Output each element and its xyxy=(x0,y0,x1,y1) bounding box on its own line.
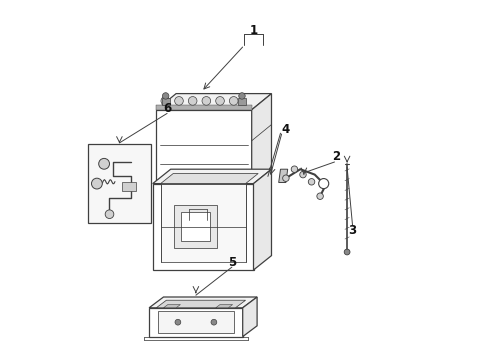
Polygon shape xyxy=(242,297,257,337)
Circle shape xyxy=(282,175,288,181)
Circle shape xyxy=(215,96,224,105)
Circle shape xyxy=(291,166,297,172)
Bar xyxy=(149,308,242,337)
Bar xyxy=(152,184,253,270)
Circle shape xyxy=(105,210,114,219)
Circle shape xyxy=(161,96,169,105)
Polygon shape xyxy=(215,305,232,308)
Circle shape xyxy=(162,93,168,99)
Circle shape xyxy=(318,179,328,189)
Circle shape xyxy=(202,96,210,105)
Bar xyxy=(162,99,169,105)
Polygon shape xyxy=(163,305,180,308)
Bar xyxy=(238,99,245,105)
Circle shape xyxy=(299,171,305,178)
Text: 4: 4 xyxy=(281,123,289,136)
Circle shape xyxy=(211,319,216,325)
Polygon shape xyxy=(149,297,257,308)
Bar xyxy=(88,144,151,223)
Text: 1: 1 xyxy=(249,24,257,37)
Bar xyxy=(181,212,210,241)
Circle shape xyxy=(174,96,183,105)
Bar xyxy=(122,182,136,191)
Circle shape xyxy=(188,96,197,105)
Circle shape xyxy=(99,158,109,169)
Bar xyxy=(174,205,217,248)
Polygon shape xyxy=(160,174,258,184)
Polygon shape xyxy=(156,300,245,308)
Polygon shape xyxy=(251,94,271,187)
Circle shape xyxy=(229,96,238,105)
Bar xyxy=(156,110,251,187)
Circle shape xyxy=(344,249,349,255)
Circle shape xyxy=(307,179,314,185)
Text: 5: 5 xyxy=(227,256,236,269)
Polygon shape xyxy=(278,169,287,183)
Text: 2: 2 xyxy=(331,150,340,163)
Text: 6: 6 xyxy=(163,102,171,114)
Circle shape xyxy=(175,319,181,325)
Polygon shape xyxy=(152,169,271,184)
Circle shape xyxy=(238,93,244,99)
Circle shape xyxy=(316,193,323,199)
Polygon shape xyxy=(156,94,271,110)
Bar xyxy=(160,184,245,262)
Circle shape xyxy=(91,178,102,189)
Text: 3: 3 xyxy=(348,224,356,237)
Polygon shape xyxy=(156,105,251,110)
Bar xyxy=(158,311,233,333)
Polygon shape xyxy=(253,169,271,270)
